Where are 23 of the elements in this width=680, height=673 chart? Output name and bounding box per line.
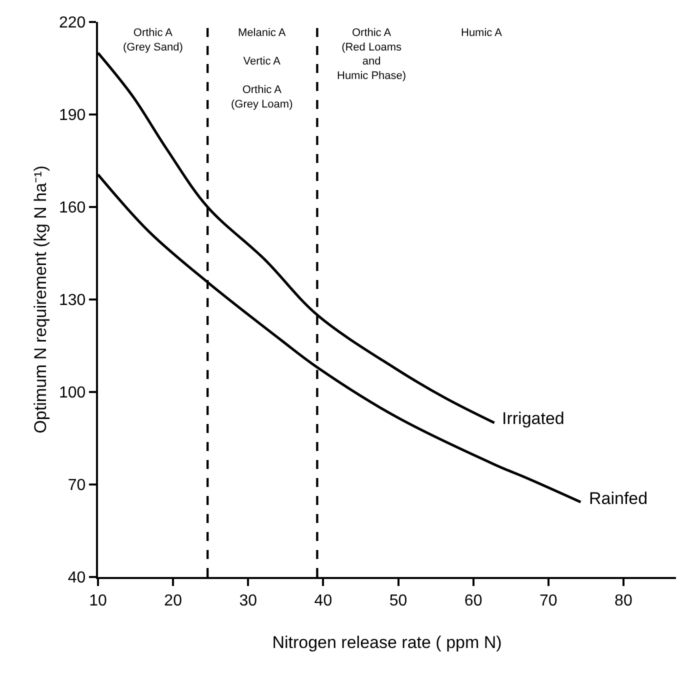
annotation: Orthic A (Red Loams and Humic Phase) (337, 27, 406, 82)
annotation: Humic A (461, 27, 503, 39)
x-tick-label: 50 (389, 592, 408, 610)
series-label: Irrigated (502, 409, 564, 428)
x-tick-label: 60 (464, 592, 482, 610)
series-label: Rainfed (589, 489, 648, 508)
x-tick-label: 70 (539, 592, 558, 610)
text: Melanic A Vertic A Orthic A (Grey Loam) (231, 27, 293, 110)
x-tick-label: 20 (164, 592, 182, 610)
y-tick-label: 100 (58, 384, 86, 402)
annotation: Orthic A (Grey Sand) (123, 27, 183, 54)
y-tick-label: 220 (58, 14, 86, 32)
x-tick-label: 80 (614, 592, 632, 610)
x-axis-title: Nitrogen release rate ( ppm N) (272, 633, 502, 652)
y-axis-title: Optimum N requirement (kg N ha⁻¹) (31, 166, 50, 434)
x-tick-label: 40 (314, 592, 332, 610)
x-tick-label: 30 (239, 592, 258, 610)
y-tick-label: 190 (58, 107, 86, 124)
x-tick-label: 10 (89, 592, 107, 610)
y-tick-label: 160 (58, 200, 86, 217)
y-tick-label: 130 (58, 292, 86, 310)
y-tick-label: 70 (68, 477, 86, 494)
y-tick-label: 40 (68, 570, 86, 587)
